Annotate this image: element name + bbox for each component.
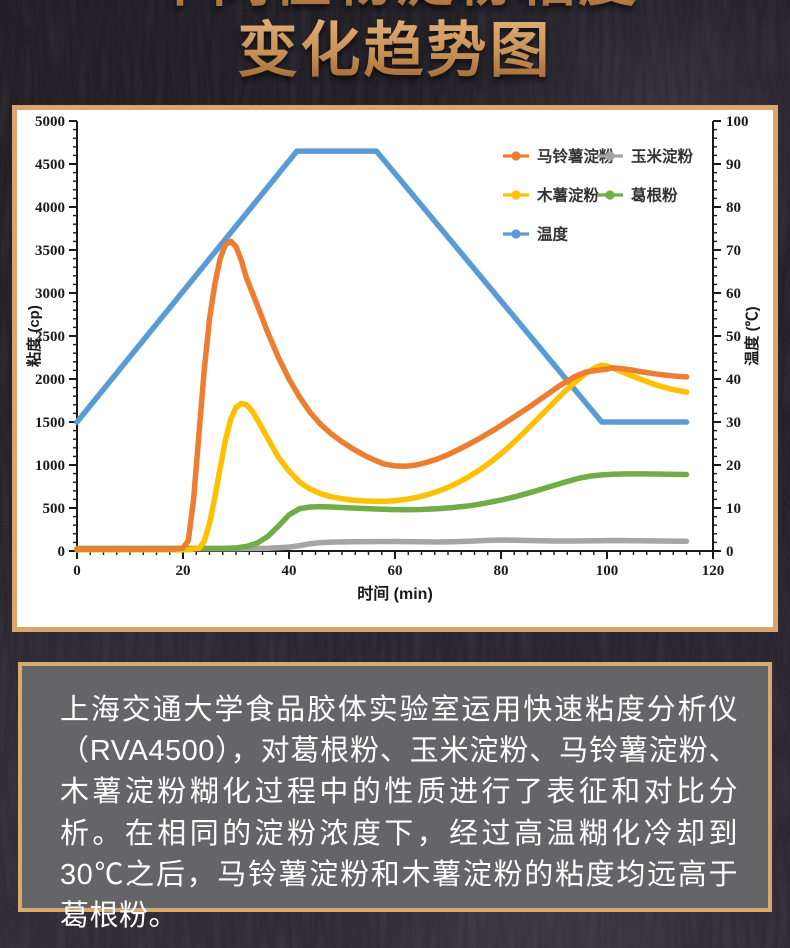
x-tick-label: 120 <box>702 563 725 579</box>
y-left-tick-label: 4000 <box>35 200 65 216</box>
y-left-tick-label: 4500 <box>35 157 65 173</box>
legend-marker-dot <box>511 190 521 200</box>
legend-item: 温度 <box>503 225 569 244</box>
y-left-tick-label: 1500 <box>35 415 65 431</box>
y-right-tick-label: 80 <box>726 200 741 216</box>
chart-svg: 0 20 40 60 80 100 1200500100015002000250030003… <box>25 114 761 603</box>
description-text: 上海交通大学食品胶体实验室运用快速粘度分析仪（RVA4500），对葛根粉、玉米淀… <box>60 694 738 932</box>
y-left-tick-label: 3500 <box>35 243 65 259</box>
y-left-tick-label: 5000 <box>35 114 65 130</box>
description-panel: 上海交通大学食品胶体实验室运用快速粘度分析仪（RVA4500），对葛根粉、玉米淀… <box>18 662 772 932</box>
x-tick-label: 100 <box>596 563 619 579</box>
x-tick-label: 0 <box>73 563 81 579</box>
legend-marker-dot <box>511 229 521 239</box>
legend-item: 葛根粉 <box>597 186 678 205</box>
x-axis-label: 时间 (min) <box>357 584 433 603</box>
y-right-tick-label: 100 <box>726 114 749 130</box>
legend-marker-dot <box>511 151 521 161</box>
legend-label: 葛根粉 <box>631 186 678 205</box>
y-left-axis-label: 粘度 (cp) <box>25 305 43 367</box>
y-left-tick-label: 1000 <box>35 458 65 474</box>
legend-label: 木薯淀粉 <box>536 186 600 205</box>
y-right-tick-label: 90 <box>726 157 741 173</box>
series-line-4 <box>74 471 690 552</box>
y-left-tick-label: 2000 <box>35 372 65 388</box>
x-tick-label: 80 <box>494 563 509 579</box>
chart-panel: 0 20 40 60 80 100 120 0 500 1000 1500 2000 2500 3000 3… <box>12 105 778 632</box>
y-right-tick-label: 10 <box>726 501 741 517</box>
legend-item: 木薯淀粉 <box>503 186 600 205</box>
y-right-tick-label: 60 <box>726 286 741 302</box>
x-tick-label: 40 <box>282 563 297 579</box>
y-right-tick-label: 50 <box>726 329 741 345</box>
y-right-tick-label: 40 <box>726 372 741 388</box>
y-left-tick-label: 3000 <box>35 286 65 302</box>
legend-marker-dot <box>605 151 615 161</box>
y-right-axis-label: 温度 (℃) <box>743 306 761 365</box>
axis-spines <box>76 121 714 552</box>
page-title: 不同植物淀粉粘度 变化趋势图 <box>0 0 790 84</box>
page-title-line1-clipped: 不同植物淀粉粘度 <box>0 0 790 15</box>
series-line-3 <box>74 362 690 553</box>
legend-label: 玉米淀粉 <box>631 147 694 166</box>
legend-label: 温度 <box>537 225 569 244</box>
y-right-tick-label: 20 <box>726 458 741 474</box>
y-left-tick-label: 500 <box>43 501 66 517</box>
y-left-tick-label: 0 <box>58 544 66 560</box>
y-right-tick-label: 70 <box>726 243 741 259</box>
y-right-tick-label: 30 <box>726 415 741 431</box>
page-title-line2: 变化趋势图 <box>0 18 790 84</box>
legend-marker-dot <box>605 190 615 200</box>
y-right-tick-label: 0 <box>726 544 734 560</box>
x-tick-label: 60 <box>388 563 403 579</box>
viscosity-trend-chart: 0 20 40 60 80 100 120 0 500 1000 1500 2000 2500 3000 3… <box>17 110 773 627</box>
x-tick-label: 20 <box>176 563 191 579</box>
